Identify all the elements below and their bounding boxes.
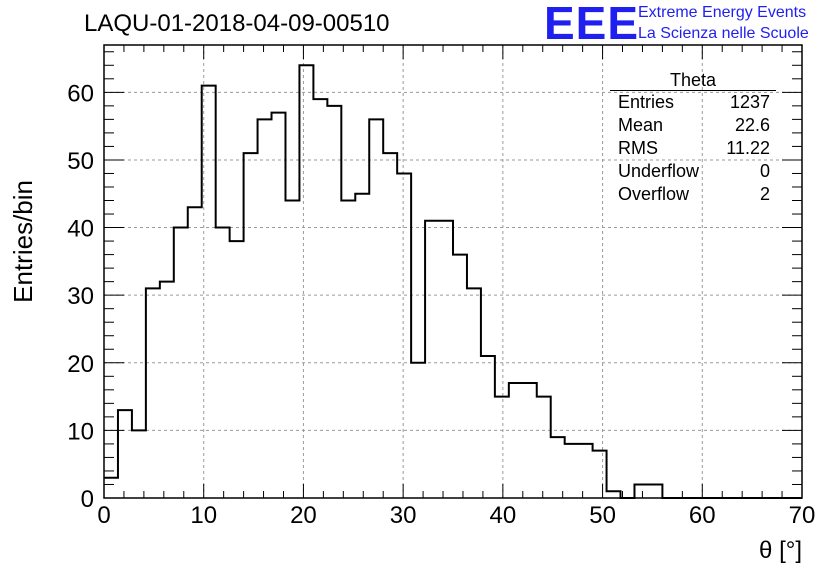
chart-title: LAQU-01-2018-04-09-00510 bbox=[84, 10, 390, 37]
y-tick-label: 10 bbox=[67, 418, 94, 445]
stats-label: Mean bbox=[618, 115, 664, 135]
x-tick-label: 30 bbox=[390, 502, 417, 529]
stats-label: RMS bbox=[618, 138, 658, 158]
x-tick-label: 10 bbox=[190, 502, 217, 529]
y-tick-label: 50 bbox=[67, 148, 94, 175]
x-tick-label: 40 bbox=[490, 502, 517, 529]
stats-value: 11.22 bbox=[726, 138, 770, 158]
y-tick-label: 0 bbox=[81, 486, 94, 513]
stats-title: Theta bbox=[610, 70, 776, 91]
x-tick-label: 20 bbox=[290, 502, 317, 529]
plot-frame bbox=[103, 44, 803, 499]
logo-tagline-1: Extreme Energy Events bbox=[638, 4, 807, 21]
stats-value: 2 bbox=[759, 184, 770, 204]
stats-value: 1237 bbox=[729, 92, 770, 112]
y-tick-label: 20 bbox=[67, 351, 94, 378]
stats-row-rms: RMS 11.22 bbox=[610, 137, 776, 160]
logo-tagline-2: La Scienza nelle Scuole bbox=[638, 25, 809, 42]
x-tick-label: 0 bbox=[97, 502, 110, 529]
stats-box: Theta Entries 1237 Mean 22.6 RMS 11.22 U… bbox=[610, 70, 776, 206]
stats-label: Underflow bbox=[618, 161, 700, 181]
stats-value: 22.6 bbox=[734, 115, 770, 135]
stats-label: Entries bbox=[618, 92, 675, 112]
axis-ticks bbox=[103, 45, 803, 499]
x-axis-label: θ [°] bbox=[759, 537, 802, 564]
x-tick-label: 70 bbox=[789, 502, 816, 529]
stats-value: 0 bbox=[759, 161, 770, 181]
stats-label: Overflow bbox=[618, 184, 690, 204]
stats-row-entries: Entries 1237 bbox=[610, 91, 776, 114]
y-tick-label: 30 bbox=[67, 283, 94, 310]
y-axis-label: Entries/bin bbox=[8, 180, 38, 303]
y-tick-label: 40 bbox=[67, 216, 94, 243]
stats-row-underflow: Underflow 0 bbox=[610, 160, 776, 183]
y-tick-label: 60 bbox=[67, 80, 94, 107]
x-tick-labels: 0 10 20 30 40 50 60 70 bbox=[97, 502, 815, 529]
eee-logo: EEE bbox=[544, 0, 640, 49]
x-tick-label: 60 bbox=[689, 502, 716, 529]
y-tick-labels: 0 10 20 30 40 50 60 bbox=[67, 80, 94, 513]
stats-row-overflow: Overflow 2 bbox=[610, 183, 776, 206]
x-tick-label: 50 bbox=[589, 502, 616, 529]
stats-row-mean: Mean 22.6 bbox=[610, 114, 776, 137]
